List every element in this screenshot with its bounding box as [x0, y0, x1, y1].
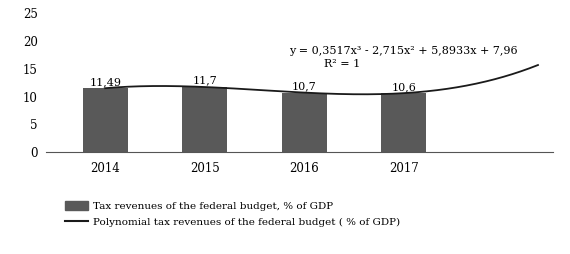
Text: 11,7: 11,7 [193, 76, 217, 86]
Text: y = 0,3517x³ - 2,715x² + 5,8933x + 7,96: y = 0,3517x³ - 2,715x² + 5,8933x + 7,96 [290, 46, 518, 56]
Bar [282, 93, 327, 152]
Text: 10,6: 10,6 [391, 82, 416, 92]
Bar [182, 87, 227, 152]
Text: R² = 1: R² = 1 [324, 59, 360, 69]
Text: 10,7: 10,7 [292, 81, 316, 91]
Bar [381, 93, 426, 152]
Text: 11,49: 11,49 [89, 77, 121, 87]
Legend: Tax revenues of the federal budget, % of GDP, Polynomial tax revenues of the fed: Tax revenues of the federal budget, % of… [61, 197, 405, 231]
Bar [83, 88, 128, 152]
